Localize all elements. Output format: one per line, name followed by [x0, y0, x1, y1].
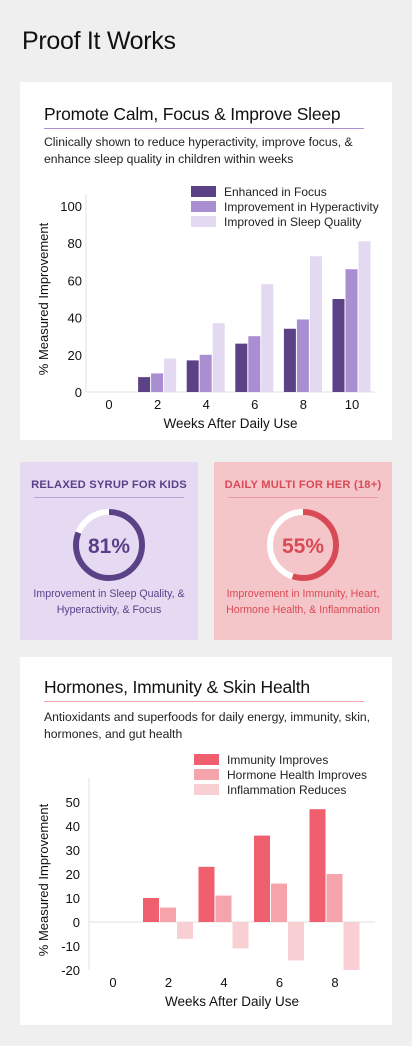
y-axis-label: % Measured Improvement [36, 222, 51, 375]
y-tick-label: 100 [60, 199, 82, 214]
bar [198, 866, 215, 922]
bar [248, 336, 261, 392]
bar [215, 895, 232, 922]
stat-ring: 55% [267, 509, 339, 581]
x-tick-label: 4 [203, 397, 210, 412]
stat-description: Improvement in Immunity, Heart, Hormone … [226, 588, 380, 616]
bar [235, 343, 248, 392]
stat-ring: 81% [73, 509, 145, 581]
bar [138, 377, 151, 392]
legend-swatch [191, 186, 216, 197]
y-tick-label: 20 [66, 867, 80, 882]
bar [283, 328, 296, 392]
legend-swatch [194, 769, 219, 780]
bar [309, 256, 322, 392]
stat-title: RELAXED SYRUP FOR KIDS [31, 479, 187, 491]
x-axis-label: Weeks After Daily Use [165, 994, 299, 1009]
ring-progress [73, 509, 145, 581]
bar [254, 835, 270, 922]
card-title: Hormones, Immunity & Skin Health [44, 677, 310, 697]
x-tick-label: 2 [154, 397, 161, 412]
y-tick-label: 50 [66, 795, 80, 810]
y-tick-label: 30 [66, 843, 80, 858]
stat-description: Improvement in Sleep Quality, & Hyperact… [33, 588, 185, 616]
x-tick-label: 10 [345, 397, 359, 412]
bar [343, 922, 360, 970]
card-subtitle: Antioxidants and superfoods for daily en… [44, 710, 371, 741]
x-tick-label: 0 [105, 397, 112, 412]
card-subtitle: Clinically shown to reduce hyperactivity… [44, 135, 353, 166]
stat-title: DAILY MULTI FOR HER (18+) [224, 479, 382, 491]
hormones-card: Hormones, Immunity & Skin Health Antioxi… [20, 657, 392, 1025]
bar [261, 284, 274, 392]
bar [186, 360, 199, 392]
bar [288, 922, 304, 961]
x-tick-label: 8 [300, 397, 307, 412]
stat-percent: 55% [282, 535, 324, 558]
stat-box-relaxed-syrup: RELAXED SYRUP FOR KIDS 81% Improvement i… [20, 462, 198, 640]
stat-divider [228, 497, 378, 498]
card-title-underline [44, 701, 364, 702]
bar [296, 319, 309, 392]
sleep-focus-card: Promote Calm, Focus & Improve Sleep Clin… [20, 82, 392, 440]
x-tick-label: 8 [331, 975, 338, 990]
y-tick-label: 0 [75, 385, 82, 400]
bar [199, 354, 212, 392]
y-tick-label: -10 [61, 939, 80, 954]
stat-box-daily-multi: DAILY MULTI FOR HER (18+) 55% Improvemen… [214, 462, 392, 640]
y-tick-label: 40 [68, 311, 82, 326]
x-axis-label: Weeks After Daily Use [163, 416, 297, 431]
y-tick-label: 0 [73, 915, 80, 930]
legend-swatch [194, 754, 219, 765]
bar [160, 907, 176, 922]
x-tick-label: 6 [276, 975, 283, 990]
bar [309, 809, 326, 922]
y-tick-label: 20 [68, 348, 82, 363]
bar [271, 883, 287, 922]
x-tick-label: 2 [165, 975, 172, 990]
y-tick-label: -20 [61, 963, 80, 978]
legend-label: Improved in Sleep Quality [224, 215, 361, 229]
bar [212, 323, 225, 392]
stat-divider [34, 497, 184, 498]
legend-swatch [191, 201, 216, 212]
legend-label: Hormone Health Improves [227, 768, 367, 782]
bar [164, 358, 177, 392]
y-tick-label: 10 [66, 891, 80, 906]
bar [151, 373, 164, 392]
y-tick-label: 60 [68, 273, 82, 288]
bar [232, 922, 249, 949]
x-tick-label: 0 [109, 975, 116, 990]
stat-percent: 81% [88, 535, 130, 558]
legend-label: Inflammation Reduces [227, 783, 346, 797]
page-title: Proof It Works [22, 27, 176, 55]
bar [358, 241, 371, 392]
bar [177, 922, 193, 939]
y-tick-label: 80 [68, 236, 82, 251]
legend-label: Improvement in Hyperactivity [224, 200, 379, 214]
legend-swatch [191, 216, 216, 227]
card-title-underline [44, 128, 364, 129]
legend-swatch [194, 784, 219, 795]
card-title: Promote Calm, Focus & Improve Sleep [44, 104, 341, 124]
legend-label: Enhanced in Focus [224, 185, 327, 199]
ring-progress [267, 509, 339, 581]
bar [345, 269, 358, 392]
x-tick-label: 6 [251, 397, 258, 412]
y-axis-label: % Measured Improvement [36, 803, 51, 956]
x-tick-label: 4 [220, 975, 227, 990]
y-tick-label: 40 [66, 819, 80, 834]
bar [326, 874, 343, 922]
bar [143, 898, 159, 922]
legend-label: Immunity Improves [227, 753, 328, 767]
bar [332, 299, 345, 392]
